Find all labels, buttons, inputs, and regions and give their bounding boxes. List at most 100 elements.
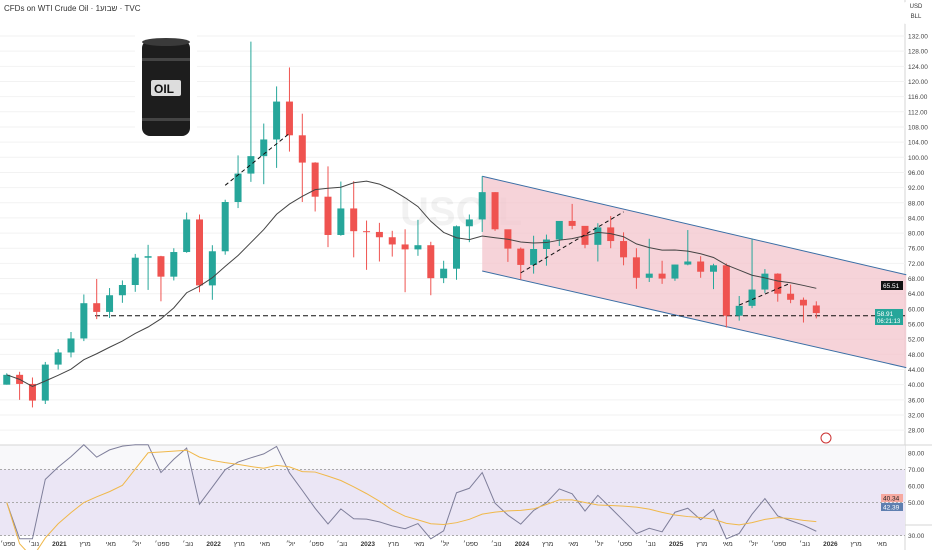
- x-tick-label: יול׳: [132, 540, 142, 548]
- x-tick-label: נוב׳: [645, 541, 656, 548]
- y-tick-label: 96.00: [908, 170, 925, 177]
- moving-average-line: [6, 180, 817, 388]
- candle-body: [812, 305, 820, 314]
- candle-body: [684, 261, 692, 265]
- candle-body: [28, 383, 36, 401]
- x-tick-label: 2026: [823, 541, 838, 548]
- barrel-rim: [142, 58, 190, 61]
- rsi-tick-label: 60.00: [908, 484, 925, 491]
- trend-line: [739, 282, 791, 306]
- candle-body: [221, 202, 229, 252]
- candle-body: [131, 257, 139, 286]
- y-tick-label: 48.00: [908, 352, 925, 359]
- candle-body: [247, 156, 255, 174]
- x-tick-label: ספט׳: [617, 541, 632, 548]
- candle-body: [607, 227, 615, 242]
- candle-body: [761, 273, 769, 290]
- rsi-line: [6, 444, 817, 540]
- candle-body: [799, 299, 807, 306]
- x-tick-label: נוב׳: [183, 541, 194, 548]
- candle-body: [671, 264, 679, 279]
- x-tick-label: יול׳: [286, 540, 296, 548]
- candle-body: [787, 293, 795, 300]
- x-tick-label: נוב׳: [337, 541, 348, 548]
- y-tick-label: 64.00: [908, 291, 925, 298]
- candle-body: [41, 364, 49, 401]
- y-tick-label: 76.00: [908, 246, 925, 253]
- x-tick-label: ספט׳: [772, 541, 787, 548]
- candle-body: [594, 227, 602, 245]
- candle-body: [645, 273, 653, 278]
- y-tick-label: 68.00: [908, 276, 925, 283]
- candle-body: [363, 231, 371, 233]
- candle-body: [710, 265, 717, 272]
- candle-body: [697, 261, 705, 272]
- y-tick-label: 112.00: [908, 109, 928, 116]
- candle-body: [324, 196, 332, 235]
- y-tick-label: 44.00: [908, 367, 925, 374]
- y-tick-label: 84.00: [908, 215, 925, 222]
- trend-line: [520, 211, 624, 274]
- last-price-label: 58.91: [877, 311, 894, 318]
- x-tick-label: מאי: [414, 541, 424, 548]
- x-tick-label: יול׳: [594, 540, 604, 548]
- y-tick-label: 56.00: [908, 322, 925, 329]
- candle-body: [517, 248, 525, 265]
- candle-body: [774, 273, 782, 294]
- rsi-tick-label: 50.00: [908, 500, 925, 507]
- channel-upper-line: [482, 175, 907, 276]
- y-tick-label: 108.00: [908, 124, 928, 131]
- x-tick-label: נוב׳: [491, 541, 502, 548]
- channel-lower-line: [482, 270, 907, 369]
- barrel-label-text: OIL: [154, 82, 174, 96]
- y-tick-label: 116.00: [908, 94, 928, 101]
- x-tick-label: יול׳: [440, 540, 450, 548]
- rsi-ma-value: 40.34: [883, 496, 900, 503]
- candle-body: [234, 173, 242, 203]
- rsi-badge: [881, 503, 903, 511]
- candle-body: [530, 248, 538, 265]
- candle-body: [491, 192, 499, 230]
- candle-body: [453, 226, 460, 269]
- y-tick-label: 124.00: [908, 64, 928, 71]
- symbol-title[interactable]: CFDs on WTI Crude Oil · 1שבוע · TVC: [4, 4, 141, 13]
- x-tick-label: מאי: [722, 541, 732, 548]
- rsi-tick-label: 30.00: [908, 533, 925, 540]
- x-tick-label: נוב׳: [799, 541, 810, 548]
- rsi-value: 42.39: [883, 505, 900, 512]
- candle-body: [208, 251, 216, 286]
- x-tick-label: 2023: [361, 541, 376, 548]
- x-tick-label: מאי: [260, 541, 270, 548]
- price-scale: [905, 0, 932, 550]
- channel-fill: [482, 176, 907, 368]
- candle-body: [375, 231, 383, 238]
- candle-body: [3, 374, 11, 385]
- candle-body: [144, 256, 152, 258]
- y-tick-label: 100.00: [908, 155, 928, 162]
- us-flag-icon: [820, 432, 832, 444]
- y-tick-label: 104.00: [908, 140, 928, 147]
- currency-unit-button[interactable]: USD BLL: [904, 2, 928, 24]
- candle-body: [106, 295, 114, 312]
- barrel-rim: [142, 118, 190, 121]
- y-tick-label: 28.00: [908, 428, 925, 435]
- x-tick-label: מרץ: [696, 541, 707, 548]
- candle-body: [658, 273, 666, 279]
- candle-body: [568, 220, 576, 226]
- rsi-tick-label: 70.00: [908, 467, 925, 474]
- x-tick-label: 2022: [206, 541, 221, 548]
- y-tick-label: 92.00: [908, 185, 925, 192]
- candle-body: [620, 241, 628, 258]
- y-tick-label: 132.00: [908, 34, 928, 41]
- candle-body: [440, 268, 448, 279]
- y-tick-label: 128.00: [908, 49, 928, 56]
- candle-body: [54, 352, 62, 365]
- x-tick-label: יול׳: [749, 540, 759, 548]
- x-tick-label: מרץ: [850, 541, 861, 548]
- y-tick-label: 40.00: [908, 382, 925, 389]
- x-tick-label: מרץ: [388, 541, 399, 548]
- candle-body: [80, 303, 88, 339]
- x-tick-label: מאי: [877, 541, 887, 548]
